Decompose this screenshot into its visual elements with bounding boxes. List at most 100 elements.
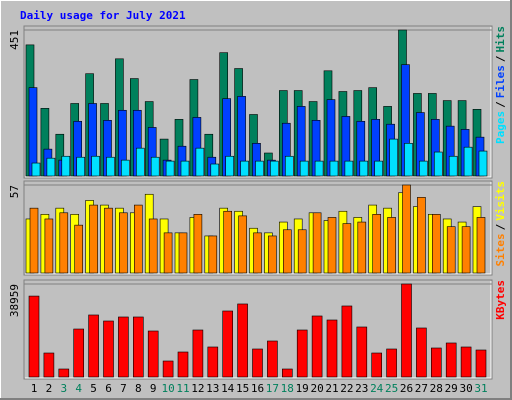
bar: [208, 235, 218, 274]
bar: [404, 143, 413, 177]
legend: Pages / Files / Hits: [494, 26, 507, 144]
bar: [357, 221, 367, 274]
bar: [401, 283, 412, 378]
bar: [433, 151, 443, 177]
bar: [371, 352, 383, 378]
bar: [74, 224, 83, 274]
legend-entry: Pages: [494, 111, 507, 144]
x-tick-label: 15: [236, 382, 249, 395]
bar: [148, 218, 158, 274]
bar: [475, 349, 487, 378]
bar: [268, 235, 277, 274]
bar: [311, 315, 323, 378]
bar: [284, 155, 294, 177]
bar: [416, 327, 427, 378]
bar: [402, 184, 411, 274]
bar: [88, 314, 99, 378]
x-tick-label: 10: [161, 382, 174, 395]
x-tick-label: 24: [370, 382, 384, 395]
bar: [28, 87, 38, 177]
x-tick-label: 31: [474, 382, 487, 395]
bar: [430, 347, 442, 378]
bar: [419, 160, 428, 177]
bar: [297, 229, 307, 274]
bar: [448, 155, 458, 177]
bar: [389, 138, 398, 177]
bar: [177, 351, 189, 378]
bar: [207, 346, 219, 378]
x-tick-label: 28: [430, 382, 443, 395]
bar: [238, 215, 247, 274]
legend-separator: /: [494, 101, 507, 108]
bar: [344, 160, 354, 177]
x-tick-label: 25: [385, 382, 398, 395]
bar: [195, 147, 205, 177]
bar: [192, 329, 204, 378]
legend: KBytes: [494, 280, 507, 320]
bar: [386, 348, 397, 378]
bar: [73, 328, 84, 378]
x-tick-label: 4: [75, 382, 82, 395]
bar: [178, 232, 188, 274]
x-tick-label: 6: [105, 382, 112, 395]
x-tick-label: 29: [445, 382, 458, 395]
bar: [341, 305, 353, 378]
bar: [118, 316, 129, 378]
bar: [356, 326, 368, 378]
legend-separator: /: [494, 55, 507, 62]
x-tick-label: 18: [281, 382, 294, 395]
x-tick-label: 23: [355, 382, 368, 395]
plot-edge: [25, 27, 492, 178]
legend-entry: Visits: [494, 181, 507, 221]
bar: [387, 217, 396, 274]
bar: [29, 207, 39, 274]
bar: [225, 155, 234, 177]
bar: [134, 204, 143, 274]
bar: [463, 146, 473, 177]
bar: [46, 157, 56, 177]
legend-entry: Sites: [494, 233, 507, 266]
bar: [163, 232, 173, 274]
bar: [61, 155, 71, 177]
x-tick-label: 20: [310, 382, 323, 395]
bar: [136, 147, 145, 177]
x-tick-label: 9: [150, 382, 157, 395]
bar: [476, 217, 486, 274]
bar: [91, 155, 100, 177]
x-tick-label: 21: [325, 382, 338, 395]
bar: [255, 160, 264, 177]
y-tick-label: 57: [8, 185, 21, 198]
bar: [28, 295, 40, 378]
bar: [223, 210, 232, 274]
bar: [299, 160, 309, 177]
legend-entry: KBytes: [494, 280, 507, 320]
bar: [121, 159, 130, 177]
bar: [253, 232, 262, 274]
x-tick-label: 17: [266, 382, 279, 395]
y-tick-label: 38959: [8, 284, 21, 317]
x-tick-label: 1: [31, 382, 38, 395]
bar: [359, 160, 369, 177]
bar: [327, 217, 337, 274]
legend-entry: Files: [494, 65, 507, 98]
bar: [162, 360, 174, 378]
bar: [374, 160, 384, 177]
bar: [31, 162, 41, 177]
bar: [147, 330, 159, 378]
bar: [58, 368, 70, 378]
bar: [165, 160, 175, 177]
x-tick-label: 19: [296, 382, 309, 395]
bar: [150, 156, 160, 177]
bar: [133, 316, 144, 378]
bar: [478, 150, 488, 177]
x-tick-label: 14: [221, 382, 235, 395]
bar: [240, 160, 249, 177]
bar: [446, 226, 456, 274]
bar: [103, 320, 114, 378]
bar: [326, 319, 338, 378]
bar: [417, 197, 426, 274]
bar: [59, 212, 69, 274]
bar: [312, 212, 322, 274]
